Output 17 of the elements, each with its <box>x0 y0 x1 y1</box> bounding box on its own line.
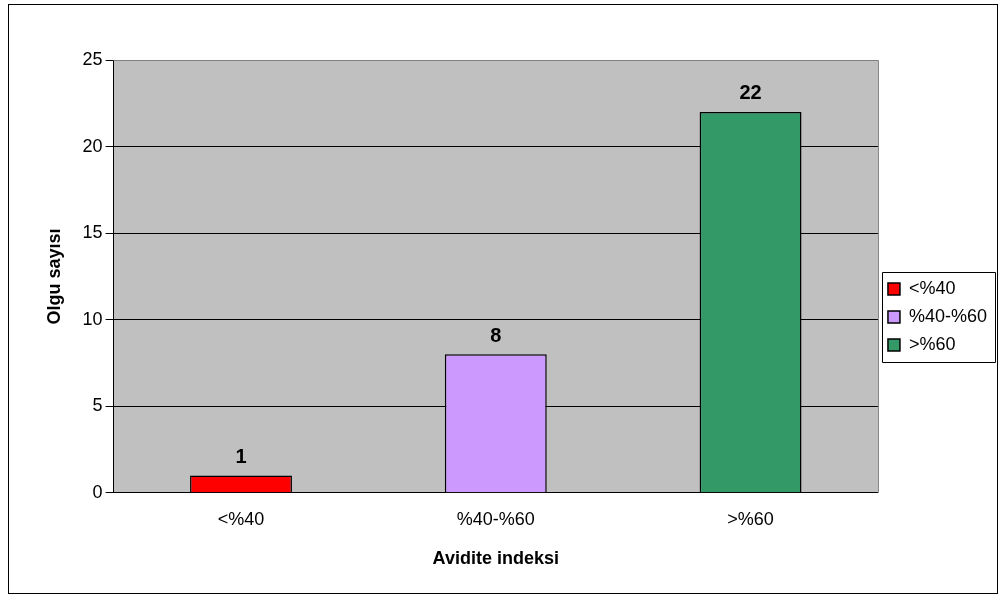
y-tick-label: 20 <box>82 135 103 156</box>
x-tick-label: >%60 <box>727 508 774 529</box>
data-label: 8 <box>490 323 502 346</box>
y-tick-label: 5 <box>92 395 103 416</box>
data-label: 22 <box>739 81 762 104</box>
y-tick-label: 25 <box>82 48 103 69</box>
y-axis-title: Olgu sayısı <box>43 228 64 325</box>
x-tick-label: %40-%60 <box>456 508 535 529</box>
legend-label: <%40 <box>908 277 956 298</box>
y-tick-label: 0 <box>92 481 103 502</box>
legend-label: %40-%60 <box>908 305 987 326</box>
legend-label: >%60 <box>908 333 956 354</box>
y-tick-label: 10 <box>82 308 103 329</box>
y-tick-label: 15 <box>82 222 103 243</box>
data-label: 1 <box>235 445 247 467</box>
x-tick-label: <%40 <box>217 508 265 529</box>
x-axis-title: Avidite indeksi <box>432 548 559 569</box>
